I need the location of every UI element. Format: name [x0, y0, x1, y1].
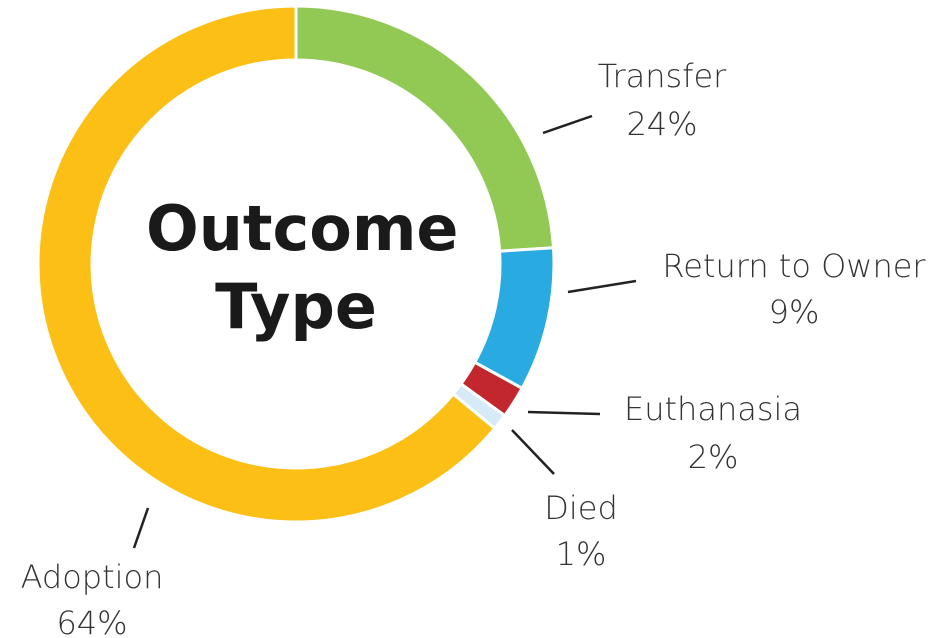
slice-value-label: 9%: [769, 293, 820, 331]
slice-label: Transfer: [598, 57, 728, 95]
leader-line: [542, 114, 593, 135]
slice-value-label: 2%: [688, 438, 739, 476]
slice-value-label: 64%: [56, 604, 127, 638]
slice-label: Return to Owner: [662, 247, 926, 285]
leader-line: [132, 507, 150, 549]
slice-value-label: 1%: [556, 535, 607, 573]
chart-title: Outcome Type: [146, 192, 459, 343]
leader-line: [567, 279, 637, 294]
slice-label: Adoption: [21, 558, 164, 596]
leader-line: [527, 410, 601, 416]
slice-value-label: 24%: [626, 105, 697, 143]
slice-label: Euthanasia: [624, 390, 802, 428]
donut-slice: [36, 4, 497, 524]
slice-label: Died: [544, 489, 618, 527]
leader-line: [511, 429, 555, 475]
